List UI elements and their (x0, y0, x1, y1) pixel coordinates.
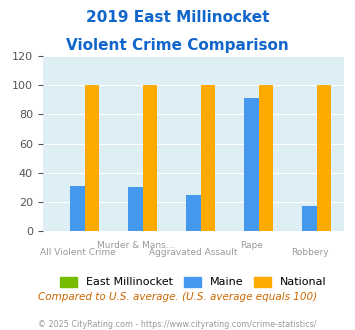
Bar (186, 195, 201, 231)
Bar (302, 206, 317, 231)
Text: © 2025 CityRating.com - https://www.cityrating.com/crime-statistics/: © 2025 CityRating.com - https://www.city… (38, 320, 317, 329)
Bar (259, 85, 273, 231)
Bar (128, 187, 143, 231)
Bar (70, 186, 85, 231)
Text: Robbery: Robbery (291, 248, 328, 257)
Legend: East Millinocket, Maine, National: East Millinocket, Maine, National (56, 272, 331, 292)
Text: All Violent Crime: All Violent Crime (39, 248, 115, 257)
Bar (317, 85, 331, 231)
Bar (244, 98, 259, 231)
Text: 2019 East Millinocket: 2019 East Millinocket (86, 10, 269, 25)
Text: Compared to U.S. average. (U.S. average equals 100): Compared to U.S. average. (U.S. average … (38, 292, 317, 302)
Text: Rape: Rape (240, 241, 263, 249)
Text: Aggravated Assault: Aggravated Assault (149, 248, 238, 257)
Bar (201, 85, 215, 231)
Text: Murder & Mans...: Murder & Mans... (97, 241, 174, 249)
Bar (143, 85, 157, 231)
Text: Violent Crime Comparison: Violent Crime Comparison (66, 38, 289, 53)
Bar (85, 85, 99, 231)
